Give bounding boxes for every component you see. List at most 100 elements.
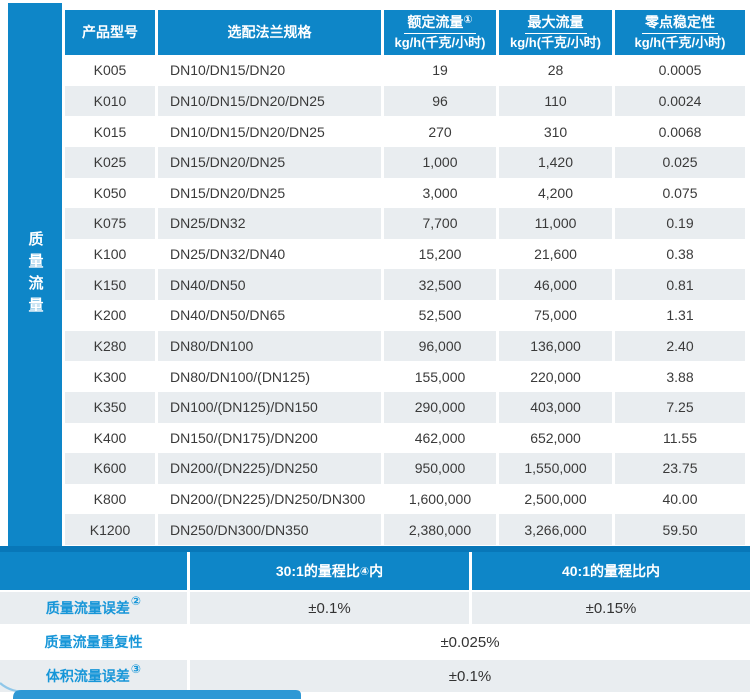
model-cell: K800 [65,483,155,515]
rated-cell: 462,000 [384,422,496,454]
header-cell-max-flow: 最大流量 kg/h(千克/小时) [499,10,612,55]
rated-cell: 52,500 [384,300,496,331]
category-band: 质量流量 [8,3,62,546]
zero-cell: 0.0005 [615,55,745,86]
zero-cell: 0.025 [615,146,745,178]
accuracy-header-empty [0,552,187,590]
flange-cell: DN10/DN15/DN20 [158,55,381,86]
rated-cell: 270 [384,116,496,147]
flange-cell: DN200/(DN225)/DN250/DN300 [158,483,381,515]
max-flow-unit: kg/h(千克/小时) [510,34,601,50]
rated-cell: 19 [384,55,496,86]
flange-cell: DN200/(DN225)/DN250 [158,453,381,484]
footnote-4-marker: ④ [359,565,370,578]
rated-cell: 950,000 [384,453,496,484]
accuracy-value: ±0.025% [190,626,750,658]
section-divider-bar [0,546,750,552]
accuracy-section: 30:1的量程比 ④ 内 40:1的量程比内 质量流量误差 ② ±0.1% ±0.15% 质… [0,546,750,692]
max-cell: 28 [499,55,612,86]
flange-cell: DN40/DN50 [158,269,381,300]
footnote-marker: ② [130,594,142,608]
model-cell: K025 [65,146,155,178]
rated-cell: 155,000 [384,361,496,392]
zero-cell: 3.88 [615,361,745,392]
table-header: 产品型号 选配法兰规格 额定流量① kg/h(千克/小时) 最大流量 kg/h(… [65,10,745,55]
model-cell: K300 [65,361,155,392]
accuracy-value: ±0.1% [190,660,750,692]
rated-cell: 1,000 [384,146,496,178]
max-cell: 310 [499,116,612,147]
model-cell: K350 [65,391,155,423]
header-cell-rated-flow: 额定流量① kg/h(千克/小时) [384,10,496,55]
zero-stability-unit: kg/h(千克/小时) [634,34,726,50]
zero-cell: 0.38 [615,238,745,270]
zero-cell: 59.50 [615,514,745,545]
model-cell: K015 [65,116,155,147]
zero-cell: 0.0068 [615,116,745,147]
accuracy-header-turndown-30: 30:1的量程比 ④ 内 [190,552,469,590]
corner-curve-graphic [0,682,301,699]
zero-cell: 23.75 [615,453,745,484]
rated-cell: 3,000 [384,177,496,209]
rated-cell: 96 [384,85,496,117]
flange-cell: DN15/DN20/DN25 [158,177,381,209]
model-cell: K150 [65,269,155,300]
flange-cell: DN25/DN32 [158,208,381,239]
rated-cell: 32,500 [384,269,496,300]
accuracy-header-turndown-40: 40:1的量程比内 [472,552,750,590]
max-cell: 75,000 [499,300,612,331]
model-cell: K200 [65,300,155,331]
max-cell: 403,000 [499,391,612,423]
model-cell: K005 [65,55,155,86]
max-cell: 4,200 [499,177,612,209]
footnote-1-marker: ① [463,14,473,27]
flange-cell: DN40/DN50/DN65 [158,300,381,331]
rated-flow-unit: kg/h(千克/小时) [394,34,486,50]
header-cell-zero-stability: 零点稳定性 kg/h(千克/小时) [615,10,745,55]
model-cell: K010 [65,85,155,117]
flange-cell: DN100/(DN125)/DN150 [158,391,381,423]
max-cell: 110 [499,85,612,117]
max-cell: 1,420 [499,146,612,178]
header-cell-flange: 选配法兰规格 [158,10,381,55]
model-cell: K1200 [65,514,155,545]
flange-cell: DN250/DN300/DN350 [158,514,381,545]
max-cell: 136,000 [499,330,612,362]
max-cell: 46,000 [499,269,612,300]
header-cell-model: 产品型号 [65,10,155,55]
accuracy-row-label: 质量流量重复性 [0,626,187,658]
footnote-marker: ③ [130,662,142,676]
rated-cell: 7,700 [384,208,496,239]
flange-cell: DN10/DN15/DN20/DN25 [158,116,381,147]
table-body: K005 DN10/DN15/DN20 19 28 0.0005 K010 DN10/DN1… [65,55,745,545]
zero-cell: 0.0024 [615,85,745,117]
zero-cell: 2.40 [615,330,745,362]
flange-cell: DN15/DN20/DN25 [158,146,381,178]
max-cell: 3,266,000 [499,514,612,545]
model-cell: K100 [65,238,155,270]
accuracy-row-label: 质量流量误差 ② [0,592,187,624]
flange-cell: DN25/DN32/DN40 [158,238,381,270]
rated-cell: 290,000 [384,391,496,423]
model-cell: K280 [65,330,155,362]
max-cell: 220,000 [499,361,612,392]
model-cell: K600 [65,453,155,484]
max-cell: 11,000 [499,208,612,239]
accuracy-grid: 30:1的量程比 ④ 内 40:1的量程比内 质量流量误差 ② ±0.1% ±0.15% 质… [0,552,750,692]
zero-cell: 1.31 [615,300,745,331]
zero-cell: 40.00 [615,483,745,515]
zero-cell: 7.25 [615,391,745,423]
max-cell: 1,550,000 [499,453,612,484]
accuracy-value: ±0.1% [190,592,469,624]
spec-table: 产品型号 选配法兰规格 额定流量① kg/h(千克/小时) 最大流量 kg/h(… [65,10,745,545]
flange-cell: DN150/(DN175)/DN200 [158,422,381,454]
accuracy-value: ±0.15% [472,592,750,624]
model-cell: K050 [65,177,155,209]
max-cell: 21,600 [499,238,612,270]
accuracy-row-label: 体积流量误差 ③ [0,660,187,692]
flange-cell: DN80/DN100 [158,330,381,362]
category-label: 质量流量 [26,230,44,319]
rated-cell: 96,000 [384,330,496,362]
zero-cell: 11.55 [615,422,745,454]
